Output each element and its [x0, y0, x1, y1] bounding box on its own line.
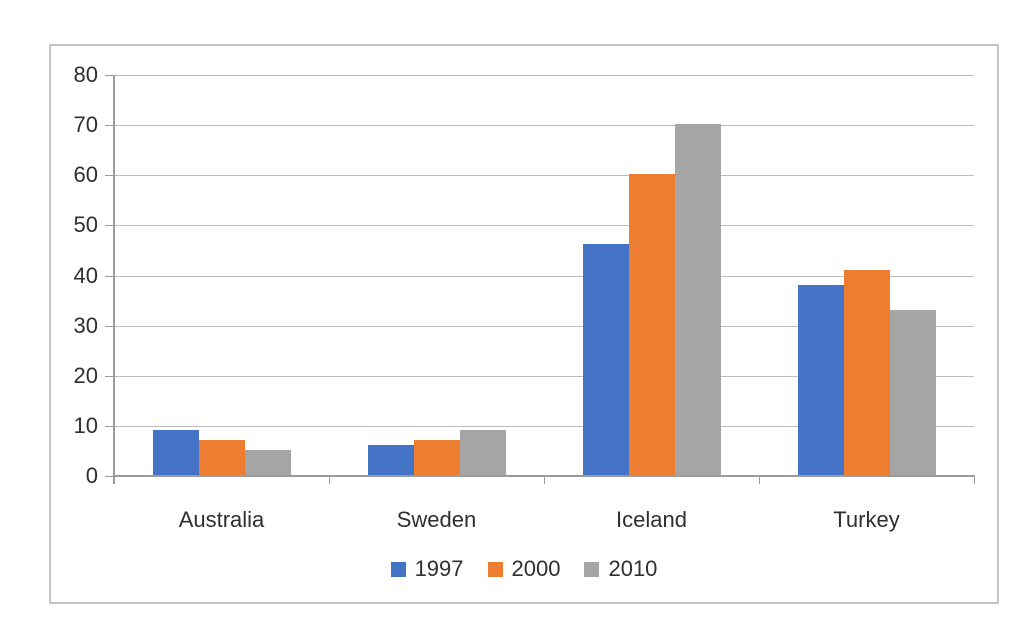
y-axis-label-0: 0 [85, 463, 98, 488]
x-axis-label-sweden: Sweden [396, 507, 477, 532]
gridline-30 [114, 325, 974, 327]
y-axis-label-70: 70 [73, 112, 98, 138]
y-tick-50 [105, 225, 114, 227]
bar-2000-iceland [628, 174, 675, 475]
x-tick-3 [759, 476, 760, 484]
gridline-80 [114, 75, 974, 76]
x-axis-label-turkey: Turkey [833, 507, 900, 532]
y-tick-20 [105, 375, 114, 377]
bar-2000-australia [198, 439, 245, 475]
bar-1997-iceland [582, 244, 629, 475]
y-tick-30 [105, 325, 114, 327]
y-tick-0 [105, 476, 114, 477]
x-tick-4 [974, 476, 975, 484]
x-tick-0 [114, 476, 115, 484]
bar-2010-sweden [459, 429, 506, 475]
legend-label-2000: 2000 [511, 556, 561, 581]
bar-2000-sweden [413, 439, 460, 475]
y-axis-label-30: 30 [73, 312, 98, 338]
gridline-60 [114, 175, 974, 177]
y-axis-label-20: 20 [73, 362, 98, 388]
legend-swatch-2010 [584, 561, 600, 577]
x-tick-2 [544, 476, 545, 484]
bar-2010-australia [244, 449, 291, 475]
legend-swatch-2000 [487, 561, 503, 577]
y-axis-label-40: 40 [73, 262, 98, 288]
bar-2010-turkey [889, 309, 936, 475]
chart-frame: 0 10 20 30 40 50 60 70 80 Australia Sweden Iceland… [49, 44, 999, 604]
y-tick-40 [105, 275, 114, 277]
gridline-40 [114, 275, 974, 277]
y-axis-label-80: 80 [73, 62, 98, 87]
x-axis-label-iceland: Iceland [616, 507, 687, 532]
bar-1997-turkey [797, 284, 844, 475]
legend-item-2010: 2010 [584, 556, 657, 582]
legend-item-2000: 2000 [487, 556, 561, 582]
y-axis-label-10: 10 [73, 412, 98, 438]
y-tick-80 [105, 75, 114, 76]
y-tick-70 [105, 125, 114, 127]
y-axis-label-60: 60 [73, 162, 98, 188]
gridline-20 [114, 375, 974, 377]
gridline-50 [114, 225, 974, 227]
bar-1997-australia [152, 429, 199, 475]
bar-2010-iceland [674, 124, 721, 475]
gridline-70 [114, 125, 974, 127]
y-tick-60 [105, 175, 114, 177]
gridline-10 [114, 425, 974, 427]
x-tick-1 [329, 476, 330, 484]
legend: 1997 2000 2010 [51, 554, 997, 584]
x-axis-label-australia: Australia [178, 507, 265, 532]
legend-swatch-1997 [390, 561, 406, 577]
bar-2000-turkey [843, 269, 890, 475]
legend-label-1997: 1997 [414, 556, 464, 581]
legend-item-1997: 1997 [390, 556, 464, 582]
y-axis-label-50: 50 [73, 212, 98, 238]
bar-1997-sweden [367, 444, 414, 475]
y-axis-line [113, 75, 115, 484]
y-tick-10 [105, 425, 114, 427]
legend-label-2010: 2010 [608, 556, 658, 581]
plot-area [113, 75, 975, 484]
